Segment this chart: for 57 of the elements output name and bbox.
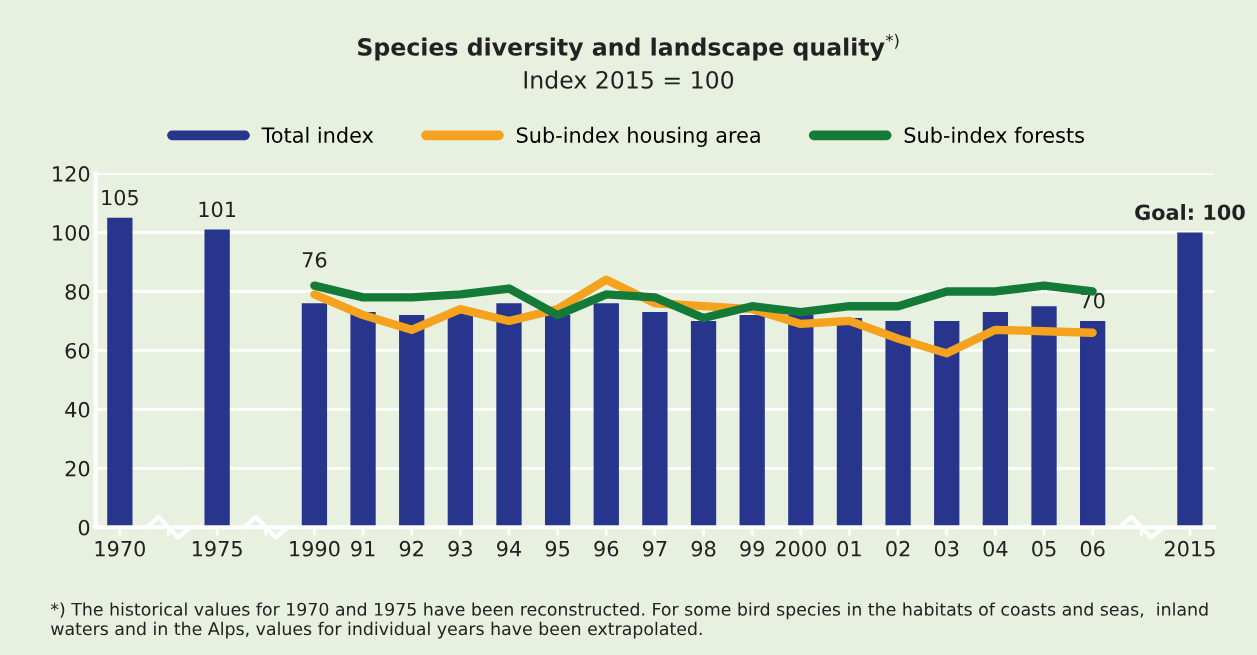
legend-label: Sub-index housing area	[516, 126, 760, 147]
chart-title: Species diversity and landscape quality$^{*)}$	[358, 33, 899, 61]
bar	[399, 315, 425, 528]
data-label: Goal: 100	[1135, 204, 1245, 221]
y-tick-label: 120	[53, 166, 90, 182]
bar	[982, 312, 1009, 528]
bar	[544, 315, 571, 528]
x-tick-label: 94	[497, 540, 522, 557]
bar	[642, 312, 668, 528]
x-tick-label: 99	[740, 540, 764, 557]
bar	[1031, 306, 1057, 528]
bar	[836, 318, 863, 528]
y-tick-label: 20	[65, 460, 90, 477]
x-tick-label: 02	[886, 540, 910, 557]
bar	[885, 320, 911, 528]
bar	[1177, 232, 1203, 528]
data-label: 105	[102, 189, 138, 206]
x-tick-label: 03	[934, 540, 959, 557]
bar	[496, 303, 522, 528]
y-tick-label: 100	[53, 224, 90, 241]
text: *) The historical values for 1970 and 1975 have been reconstructed. For some bird species in the habitats of coasts and seas, inland waters and in the Alps, values for individual years have been extrapolated.	[50, 602, 1208, 639]
x-tick-label: 96	[594, 540, 619, 557]
legend-label: Total index	[261, 126, 374, 143]
x-tick-label: 06	[1080, 540, 1105, 557]
bar	[350, 312, 376, 528]
bar	[447, 312, 473, 528]
data-label: 76	[302, 251, 327, 268]
data-label: 101	[199, 201, 236, 218]
x-tick-label: 92	[399, 540, 423, 557]
x-tick-label: 1975	[192, 540, 242, 557]
bar	[934, 320, 960, 528]
bar	[107, 217, 133, 528]
x-tick-label: 95	[545, 540, 570, 557]
x-tick-label: 2015	[1164, 540, 1215, 557]
x-tick-label: 97	[642, 540, 667, 557]
x-tick-label: 1990	[290, 540, 340, 557]
x-tick-label: 1970	[95, 540, 145, 557]
bar	[204, 229, 230, 528]
x-tick-label: 05	[1032, 540, 1056, 557]
x-tick-label: 91	[351, 540, 375, 557]
x-tick-label: 04	[983, 540, 1008, 557]
y-tick-label: 80	[65, 283, 90, 300]
x-tick-label: 01	[837, 540, 861, 557]
bar	[739, 315, 765, 528]
y-tick-label: 60	[65, 342, 90, 359]
x-tick-label: 2000	[775, 540, 826, 557]
y-tick-label: 0	[78, 519, 90, 536]
legend-label: Sub-index forests	[904, 126, 1084, 143]
bar	[690, 320, 717, 528]
bar	[788, 315, 814, 528]
x-tick-label: 93	[448, 540, 472, 557]
x-tick-label: 98	[691, 540, 716, 557]
bar	[593, 303, 619, 528]
bar	[301, 303, 328, 528]
chart-subtitle: Index 2015 = 100	[524, 70, 734, 89]
bar	[1080, 320, 1106, 528]
y-tick-label: 40	[65, 401, 90, 418]
